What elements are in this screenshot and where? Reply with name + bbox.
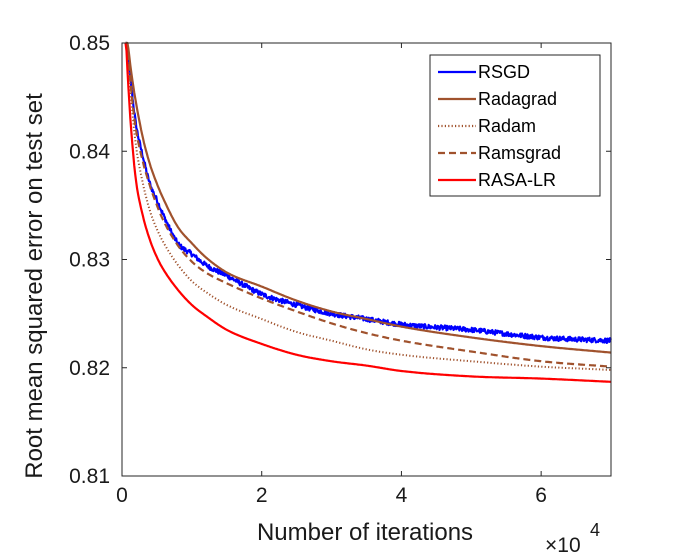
x-tick-label: 4 [396,484,408,507]
y-axis-label: Root mean squared error on test set [21,93,48,479]
series-line-ramsgrad [125,41,612,368]
legend-label-radam: Radam [478,116,536,136]
x-tick-label: 6 [535,484,547,507]
legend-label-radagrad: Radagrad [478,89,557,109]
y-tick-label: 0.85 [69,32,110,55]
tick-labels: 0 2 4 6 0.81 0.82 0.83 0.84 0.85 [69,32,547,507]
y-tick-label: 0.84 [69,140,110,163]
legend-label-rasa-lr: RASA-LR [478,170,556,190]
legend-box [429,54,601,197]
x-multiplier-base: ×10 [545,534,581,557]
y-tick-label: 0.81 [69,465,110,488]
x-tick-label: 2 [256,484,268,507]
x-multiplier-exponent: 4 [590,520,600,540]
series-line-rsgd [124,41,612,344]
x-axis-label: Number of iterations [257,519,473,546]
plot-lines [124,41,612,383]
axis-ticks [121,42,611,477]
legend-label-rsgd: RSGD [478,62,530,82]
series-line-radagrad [125,41,612,354]
y-tick-label: 0.83 [69,249,110,272]
y-tick-label: 0.82 [69,357,110,380]
x-axis-multiplier: ×10 4 [545,520,600,557]
series-line-rasa-lr [124,42,612,383]
legend-label-ramsgrad: Ramsgrad [478,143,561,163]
x-tick-label: 0 [116,484,128,507]
legend: RSGD Radagrad Radam Ramsgrad RASA-LR [429,54,601,197]
